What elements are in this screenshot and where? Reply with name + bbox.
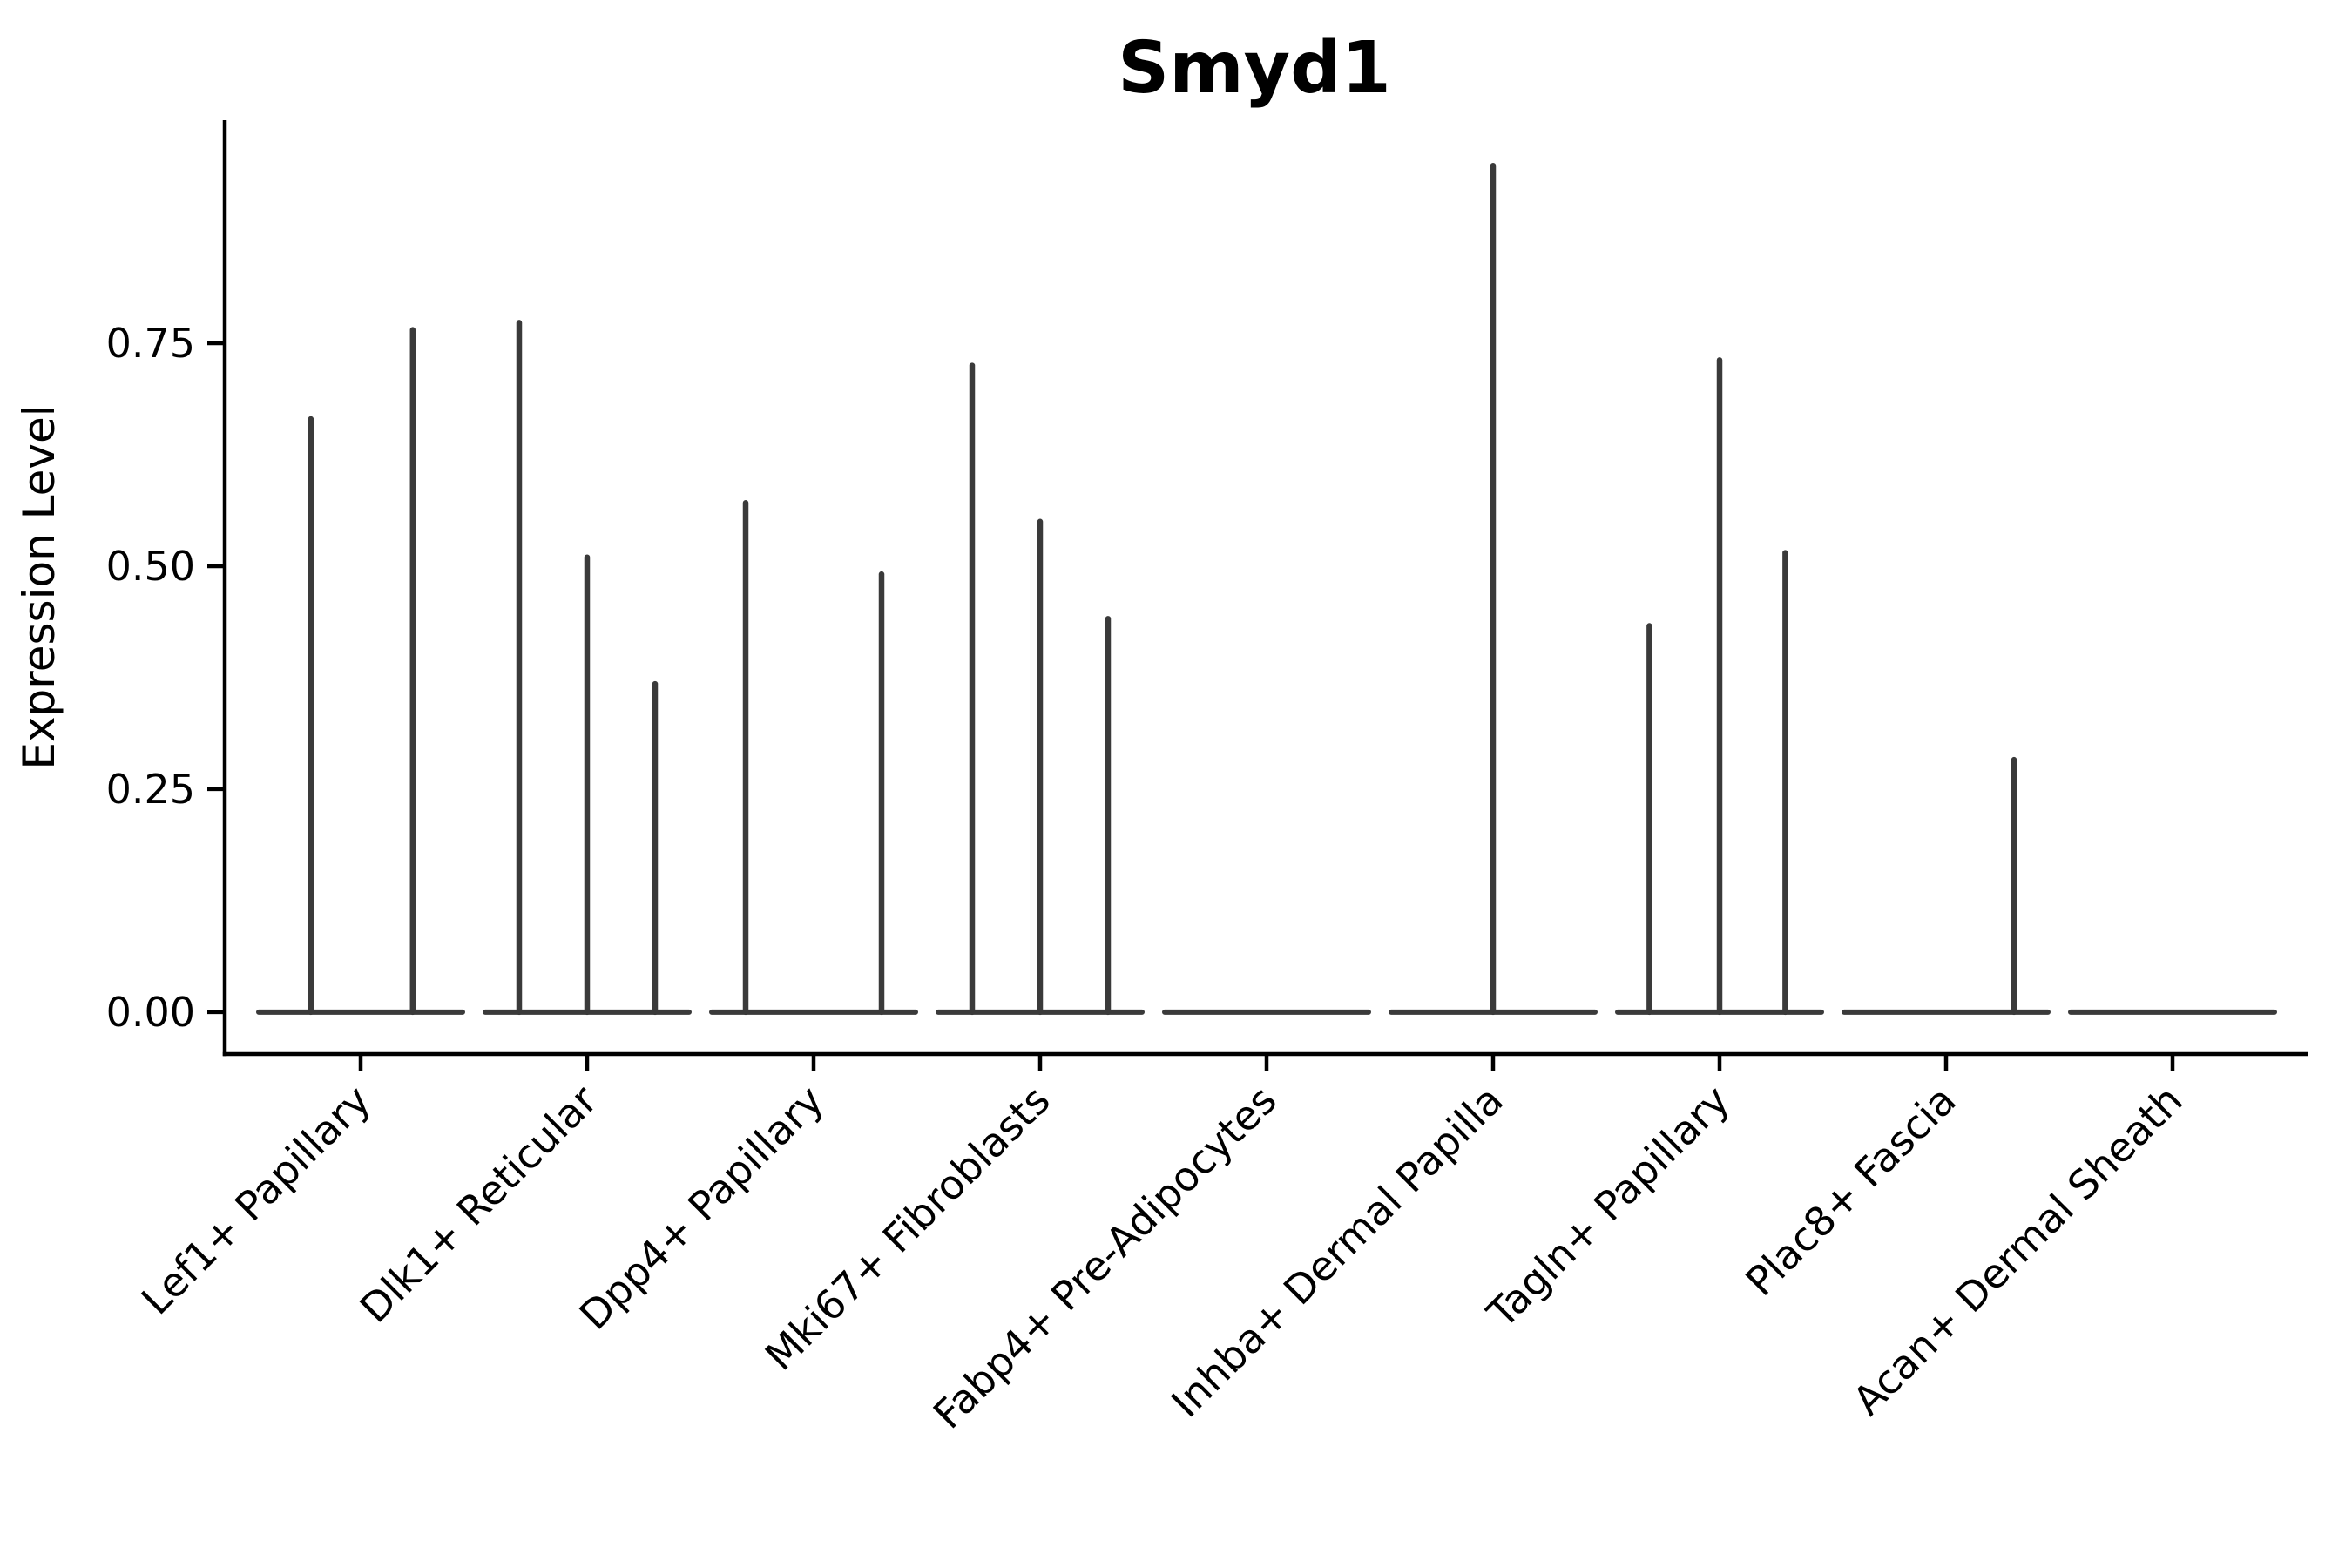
- y-tick-label: 0.00: [106, 989, 195, 1036]
- x-tick-label: Tagln+ Papillary: [1477, 1077, 1739, 1338]
- x-tick-label: Lef1+ Papillary: [132, 1077, 380, 1324]
- chart-title: Smyd1: [1118, 27, 1391, 110]
- x-tick-label: Dpp4+ Papillary: [571, 1077, 833, 1339]
- y-axis-label: Expression Level: [14, 404, 64, 769]
- y-tick-label: 0.75: [106, 320, 195, 367]
- y-tick-label: 0.25: [106, 766, 195, 813]
- y-tick-label: 0.50: [106, 543, 195, 590]
- x-tick-label: Plac8+ Fascia: [1736, 1077, 1964, 1305]
- x-tick-label: Dlk1+ Reticular: [351, 1077, 606, 1332]
